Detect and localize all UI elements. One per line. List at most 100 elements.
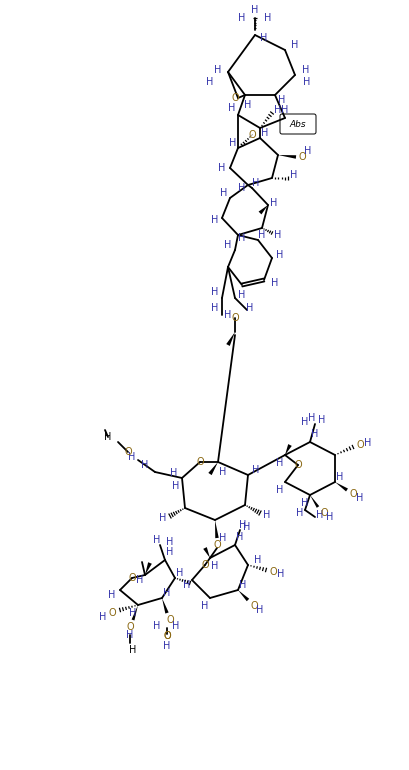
Text: H: H: [129, 645, 137, 655]
Text: O: O: [294, 460, 302, 470]
Text: H: H: [218, 163, 226, 173]
Text: H: H: [238, 290, 246, 300]
Text: O: O: [108, 608, 116, 618]
Text: H: H: [211, 561, 219, 571]
Text: O: O: [163, 631, 171, 641]
Text: H: H: [291, 40, 299, 50]
Text: H: H: [270, 198, 278, 208]
Text: H: H: [239, 520, 247, 530]
Polygon shape: [203, 547, 210, 558]
Text: H: H: [274, 230, 282, 240]
Text: O: O: [298, 152, 306, 162]
Polygon shape: [310, 495, 319, 508]
Text: H: H: [206, 77, 213, 87]
Text: H: H: [99, 612, 107, 622]
Text: H: H: [290, 170, 298, 180]
Text: H: H: [244, 100, 252, 110]
Text: O: O: [250, 601, 258, 611]
Text: O: O: [163, 631, 171, 641]
Text: H: H: [214, 65, 222, 75]
Text: O: O: [320, 508, 328, 518]
Text: H: H: [260, 33, 267, 43]
Polygon shape: [145, 562, 152, 575]
Text: H: H: [276, 485, 284, 495]
Text: H: H: [136, 575, 144, 585]
Text: H: H: [302, 65, 310, 75]
Text: H: H: [163, 588, 171, 598]
Text: H: H: [160, 513, 167, 523]
Text: O: O: [166, 615, 174, 625]
Text: H: H: [228, 103, 236, 113]
Text: H: H: [166, 547, 174, 557]
Text: H: H: [316, 510, 324, 520]
Polygon shape: [132, 605, 138, 621]
Text: H: H: [224, 240, 231, 250]
Text: H: H: [108, 590, 116, 600]
Text: H: H: [166, 537, 174, 547]
Text: H: H: [296, 508, 304, 518]
Text: H: H: [153, 621, 161, 631]
Text: O: O: [248, 130, 256, 140]
Text: H: H: [308, 413, 316, 423]
Text: O: O: [213, 540, 221, 550]
Text: H: H: [274, 105, 282, 115]
Text: H: H: [278, 95, 286, 105]
Text: H: H: [276, 458, 284, 468]
Text: H: H: [252, 465, 260, 475]
Text: H: H: [229, 138, 237, 148]
Text: H: H: [301, 498, 309, 508]
Text: O: O: [196, 457, 204, 467]
Text: Abs: Abs: [290, 119, 306, 129]
Text: H: H: [176, 568, 184, 578]
Text: H: H: [126, 630, 134, 640]
Text: H: H: [336, 472, 344, 482]
Polygon shape: [226, 332, 235, 346]
Text: H: H: [318, 415, 326, 425]
Text: H: H: [246, 303, 254, 313]
Text: O: O: [201, 560, 209, 570]
Text: H: H: [170, 468, 178, 478]
Text: H: H: [261, 128, 269, 138]
Polygon shape: [258, 205, 268, 214]
Text: H: H: [239, 580, 247, 590]
Text: H: H: [271, 278, 279, 288]
Text: O: O: [349, 489, 357, 499]
Text: H: H: [142, 460, 149, 470]
Text: H: H: [258, 230, 266, 240]
Text: H: H: [238, 183, 246, 193]
Text: H: H: [301, 417, 309, 427]
Text: H: H: [256, 605, 264, 615]
Text: H: H: [219, 467, 227, 477]
Text: H: H: [254, 555, 262, 565]
Text: O: O: [124, 447, 132, 457]
Polygon shape: [215, 520, 219, 538]
Text: H: H: [276, 250, 284, 260]
Text: H: H: [183, 580, 191, 590]
Text: H: H: [303, 77, 311, 87]
Text: O: O: [231, 313, 239, 323]
FancyBboxPatch shape: [280, 114, 316, 134]
Text: H: H: [219, 533, 227, 543]
Text: H: H: [364, 438, 372, 448]
Text: H: H: [172, 621, 180, 631]
Text: H: H: [236, 532, 244, 542]
Polygon shape: [238, 590, 249, 601]
Polygon shape: [285, 444, 292, 455]
Text: O: O: [128, 573, 136, 583]
Text: H: H: [129, 608, 137, 618]
Polygon shape: [335, 482, 348, 491]
Text: O: O: [269, 567, 277, 577]
Text: H: H: [326, 512, 334, 522]
Text: H: H: [128, 452, 136, 462]
Text: H: H: [153, 535, 161, 545]
Text: H: H: [163, 641, 171, 651]
Text: H: H: [211, 287, 219, 297]
Text: O: O: [126, 622, 134, 632]
Text: H: H: [201, 601, 209, 611]
Text: H: H: [211, 303, 219, 313]
Text: H: H: [277, 569, 285, 579]
Text: O: O: [231, 93, 239, 103]
Text: H: H: [311, 429, 319, 439]
Polygon shape: [208, 462, 218, 475]
Text: H: H: [172, 481, 180, 491]
